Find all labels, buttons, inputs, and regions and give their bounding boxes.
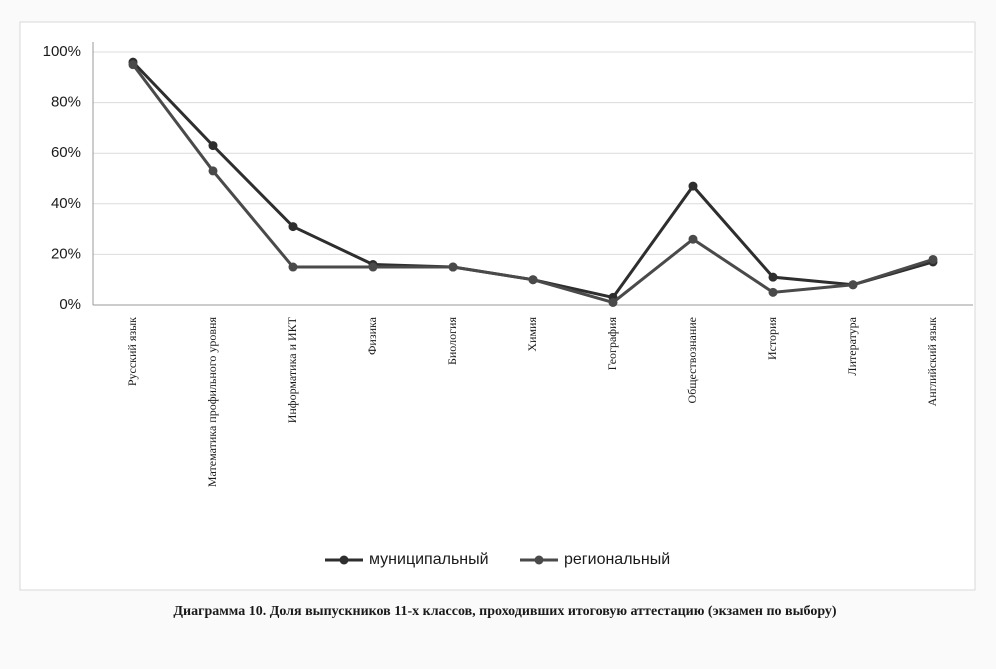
x-tick-label: Математика профильного уровня <box>205 317 219 488</box>
series-marker <box>768 287 778 297</box>
series-marker <box>688 181 698 191</box>
series-marker <box>288 262 298 272</box>
series-marker <box>528 275 538 285</box>
y-tick-label: 40% <box>51 195 81 212</box>
series-marker <box>848 280 858 290</box>
chart-frame <box>19 21 976 591</box>
series-marker <box>768 272 778 282</box>
x-tick-label: Химия <box>525 317 539 352</box>
x-tick-label: История <box>765 317 779 361</box>
series-marker <box>288 222 298 232</box>
x-tick-label: География <box>605 317 619 371</box>
y-tick-label: 60% <box>51 144 81 161</box>
x-tick-label: Обществознание <box>685 317 699 403</box>
series-marker <box>368 262 378 272</box>
x-tick-label: Информатика и ИКТ <box>285 316 299 423</box>
legend-swatch-marker <box>339 555 349 565</box>
series-marker <box>928 254 938 264</box>
series-marker <box>208 166 218 176</box>
series-marker <box>688 234 698 244</box>
y-tick-label: 20% <box>51 245 81 262</box>
y-tick-label: 0% <box>59 296 81 313</box>
series-marker <box>128 60 138 70</box>
series-marker <box>608 297 618 307</box>
x-tick-label: Литература <box>845 316 859 375</box>
legend-swatch-marker <box>534 555 544 565</box>
y-tick-label: 80% <box>51 94 81 111</box>
x-tick-label: Английский язык <box>925 317 939 407</box>
x-tick-label: Русский язык <box>125 317 139 386</box>
x-tick-label: Физика <box>365 316 379 355</box>
series-marker <box>448 262 458 272</box>
chart-caption: Диаграмма 10. Доля выпускников 11-х клас… <box>173 604 837 619</box>
y-tick-label: 100% <box>43 43 81 60</box>
x-tick-label: Биология <box>445 317 459 365</box>
series-marker <box>208 141 218 151</box>
legend-label: региональный <box>564 551 670 568</box>
legend-label: муниципальный <box>369 551 489 568</box>
